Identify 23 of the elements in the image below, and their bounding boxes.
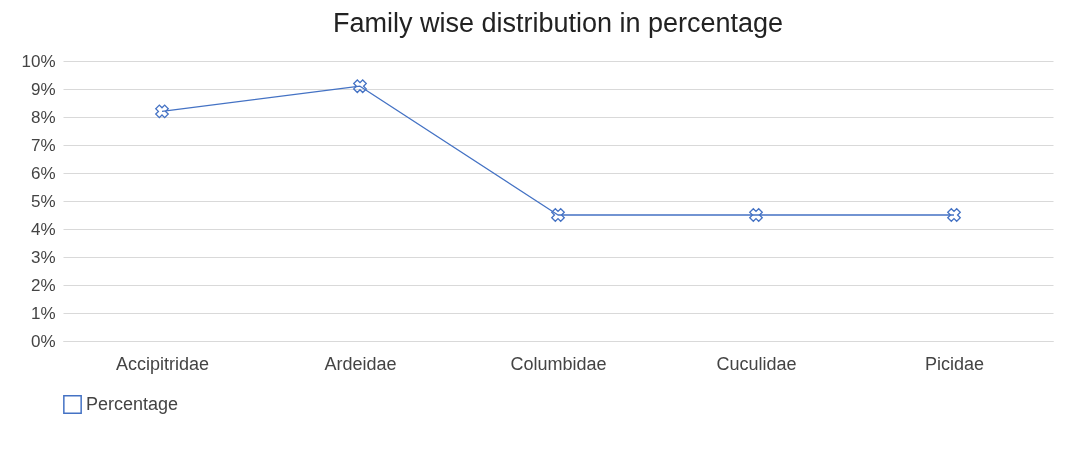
y-tick-label: 5% — [30, 191, 56, 211]
y-tick-label: 8% — [30, 107, 56, 127]
point — [353, 79, 367, 94]
legend-label: Percentage — [86, 393, 179, 414]
point — [551, 208, 565, 222]
y-tick-label: 0% — [30, 331, 56, 351]
y-tick-label: 10% — [21, 51, 56, 71]
y-tick-label: 2% — [30, 275, 56, 295]
point — [155, 104, 169, 119]
point — [749, 208, 763, 222]
x-tick-label: Cuculidae — [716, 353, 797, 374]
y-tick-label: 3% — [30, 247, 56, 267]
y-tick-label: 1% — [30, 303, 56, 323]
point — [947, 208, 961, 222]
chart-title: Family wise distribution in percentage — [332, 8, 784, 38]
y-tick-label: 4% — [30, 219, 56, 239]
x-tick-label: Accipitridae — [115, 353, 210, 374]
y-tick-label: 7% — [30, 135, 56, 155]
x-tick-label: Ardeidae — [324, 353, 397, 374]
x-tick-label: Columbidae — [510, 353, 607, 374]
y-tick-label: 6% — [30, 163, 56, 183]
x-tick-label: Picidae — [924, 353, 985, 374]
y-tick-label: 9% — [30, 79, 56, 99]
